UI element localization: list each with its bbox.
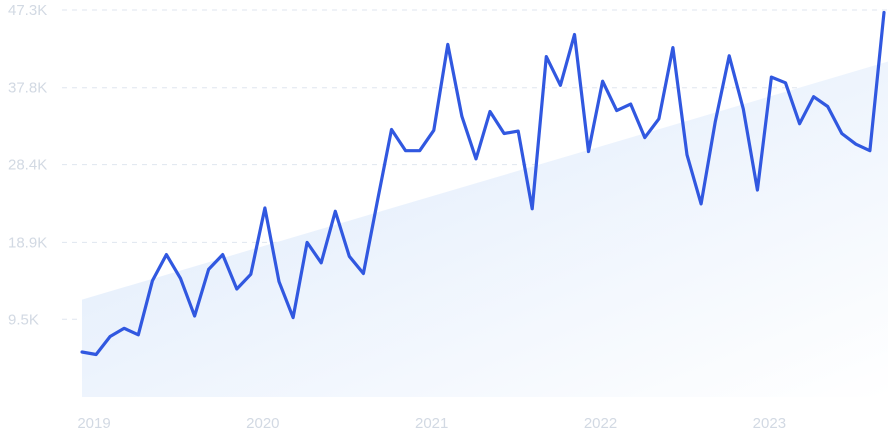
x-tick-label: 2021 [415, 415, 448, 432]
x-tick-label: 2023 [753, 415, 786, 432]
x-tick-label: 2020 [246, 415, 279, 432]
x-tick-label: 2022 [584, 415, 617, 432]
y-tick-label: 18.9K [8, 234, 47, 251]
x-tick-label: 2019 [77, 415, 110, 432]
y-axis-ticks: 9.5K 18.9K 28.4K 37.8K 47.3K [8, 2, 47, 328]
series-line [80, 10, 886, 357]
y-tick-label: 28.4K [8, 157, 47, 174]
y-tick-label: 37.8K [8, 80, 47, 97]
y-tick-label: 47.3K [8, 2, 47, 19]
y-tick-label: 9.5K [8, 311, 39, 328]
series-line-path [80, 10, 886, 357]
x-axis-ticks: 2019 2020 2021 2022 2023 [77, 415, 786, 432]
